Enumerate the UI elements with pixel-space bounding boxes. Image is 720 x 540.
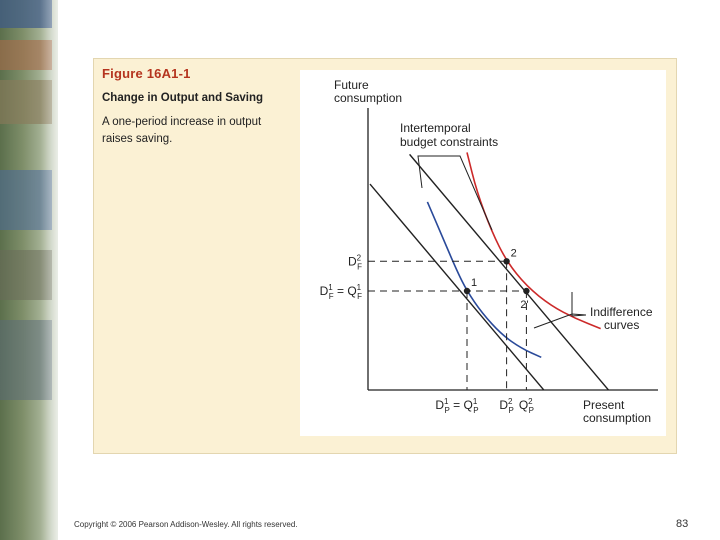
indifference-annotation-leader-2 bbox=[571, 292, 587, 317]
point-marker-2 bbox=[503, 258, 510, 265]
point-label-3: 2' bbox=[520, 299, 528, 311]
x-tick-label-3: Q2 P bbox=[519, 397, 534, 415]
point-label-1: 1 bbox=[471, 277, 477, 289]
indifference-curve-1 bbox=[426, 201, 542, 359]
y-axis-label-line-2: consumption bbox=[334, 91, 402, 105]
point-label-2: 2 bbox=[511, 247, 517, 259]
budget-constraint-line-2 bbox=[409, 153, 610, 390]
x-tick-label-1: D1 P = Q1 P bbox=[435, 397, 478, 415]
figure-caption: A one-period increase in output raises s… bbox=[102, 116, 262, 145]
figure-subtitle: Change in Output and Saving bbox=[102, 92, 263, 104]
page-number: 83 bbox=[676, 518, 689, 530]
x-tick-label-2: D2 P bbox=[499, 397, 513, 415]
indifference-annotation-line-1: Indifference bbox=[590, 305, 653, 319]
y-tick-label-2: D1 F = Q1 F bbox=[320, 283, 362, 301]
budget-annotation-leader bbox=[417, 155, 493, 231]
budget-annotation-line-1: Intertemporal bbox=[400, 121, 471, 135]
copyright-text: Copyright © 2006 Pearson Addison-Wesley.… bbox=[74, 520, 298, 529]
chart-svg: 1 2 2' D1 P = Q1 P D2 P Q2 P D2 F D1 F = Q1 F Future c… bbox=[320, 78, 658, 425]
x-axis-label-line-1: Present bbox=[583, 398, 625, 412]
point-marker-1 bbox=[463, 287, 471, 295]
budget-constraint-line-1 bbox=[369, 183, 545, 390]
strip-fade bbox=[40, 0, 80, 540]
chart-marks: 1 2 2' D1 P = Q1 P D2 P Q2 P D2 F D1 F = Q1 F bbox=[320, 108, 658, 415]
point-marker-3 bbox=[523, 287, 530, 295]
budget-annotation-line-2: budget constraints bbox=[400, 135, 498, 149]
indifference-annotation-line-2: curves bbox=[604, 318, 639, 332]
y-axis-label-line-1: Future bbox=[334, 78, 369, 92]
indifference-annotation-leader-1 bbox=[533, 313, 587, 329]
chart-area: 1 2 2' D1 P = Q1 P D2 P Q2 P D2 F D1 F = Q1 F Future c… bbox=[300, 70, 666, 436]
y-tick-label-1: D2 F bbox=[348, 253, 362, 271]
x-axis-label-line-2: consumption bbox=[583, 411, 651, 425]
figure-title: Figure 16A1-1 bbox=[102, 66, 191, 81]
